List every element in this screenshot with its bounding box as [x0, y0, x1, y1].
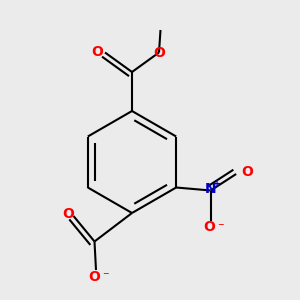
Text: O: O — [88, 270, 101, 283]
Text: ⁻: ⁻ — [217, 220, 224, 234]
Text: O: O — [62, 208, 74, 221]
Text: N: N — [205, 182, 217, 196]
Text: +: + — [213, 179, 221, 189]
Text: O: O — [203, 220, 215, 234]
Text: ⁻: ⁻ — [103, 270, 109, 283]
Text: O: O — [92, 45, 104, 59]
Text: O: O — [154, 46, 166, 60]
Text: O: O — [242, 166, 254, 179]
